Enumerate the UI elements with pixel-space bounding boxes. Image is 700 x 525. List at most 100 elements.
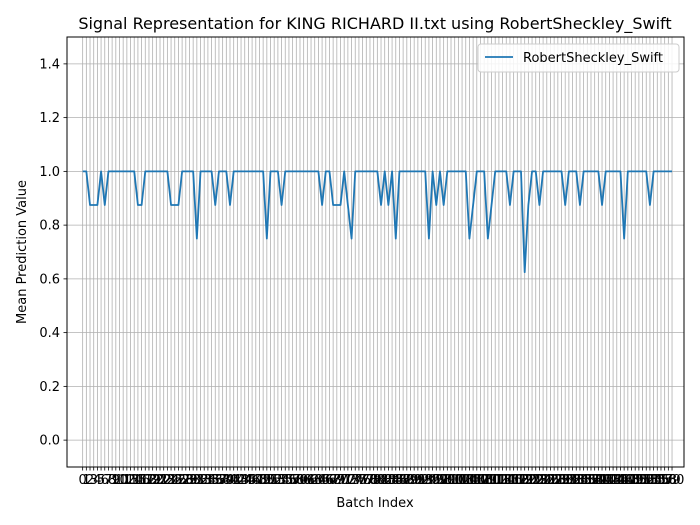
x-tick-label: 37 xyxy=(211,473,228,488)
y-tick-label: 0.0 xyxy=(39,434,60,449)
x-tick-label: 115 xyxy=(494,473,519,488)
x-tick-label: 84 xyxy=(384,473,401,488)
x-tick-label: 28 xyxy=(178,473,195,488)
x-tick-label: 124 xyxy=(527,473,552,488)
x-tick-label: 83 xyxy=(380,473,397,488)
x-tick-label: 155 xyxy=(641,473,666,488)
x-tick-label: 31 xyxy=(189,473,206,488)
y-tick-label: 1.0 xyxy=(39,165,60,180)
y-tick-label: 0.2 xyxy=(39,380,60,395)
x-tick-label: 8 xyxy=(108,473,116,488)
x-tick-label: 159 xyxy=(656,473,681,488)
x-tick-label: 54 xyxy=(273,473,290,488)
x-tick-label: 12 xyxy=(119,473,136,488)
x-tick-label: 62 xyxy=(303,473,320,488)
x-tick-label: 142 xyxy=(593,473,618,488)
x-tick-label: 3 xyxy=(90,473,98,488)
x-tick-label: 120 xyxy=(512,473,537,488)
x-tick-label: 6 xyxy=(101,473,109,488)
x-tick-label: 44 xyxy=(236,473,253,488)
x-tick-label: 41 xyxy=(225,473,242,488)
x-tick-label: 26 xyxy=(170,473,187,488)
x-tick-label: 126 xyxy=(534,473,559,488)
y-axis-label: Mean Prediction Value xyxy=(15,180,30,324)
x-tick-label: 46 xyxy=(244,473,261,488)
x-tick-label: 158 xyxy=(652,473,677,488)
x-tick-label: 70 xyxy=(332,473,349,488)
x-tick-label: 34 xyxy=(200,473,217,488)
x-tick-label: 135 xyxy=(568,473,593,488)
chart-title: Signal Representation for KING RICHARD I… xyxy=(78,14,671,34)
x-tick-label: 160 xyxy=(660,473,685,488)
x-tick-label: 43 xyxy=(233,473,250,488)
x-tick-label: 13 xyxy=(122,473,139,488)
x-tick-label: 148 xyxy=(615,473,640,488)
x-tick-label: 9 xyxy=(112,473,120,488)
x-tick-label: 108 xyxy=(468,473,493,488)
x-tick-label: 103 xyxy=(450,473,475,488)
x-tick-label: 129 xyxy=(545,473,570,488)
legend: RobertSheckley_Swift xyxy=(477,43,680,73)
x-tick-label: 94 xyxy=(421,473,438,488)
x-tick-label: 104 xyxy=(453,473,478,488)
x-tick-label: 38 xyxy=(214,473,231,488)
x-tick-label: 79 xyxy=(365,473,382,488)
x-tick-label: 19 xyxy=(144,473,161,488)
x-tick-label: 27 xyxy=(174,473,191,488)
x-tick-label: 77 xyxy=(358,473,375,488)
x-tick-label: 87 xyxy=(395,473,412,488)
x-tick-label: 147 xyxy=(612,473,637,488)
x-tick-label: 22 xyxy=(155,473,172,488)
x-tick-label: 75 xyxy=(351,473,368,488)
x-tick-label: 56 xyxy=(281,473,298,488)
x-tick-label: 7 xyxy=(104,473,112,488)
x-tick-label: 51 xyxy=(262,473,279,488)
x-tick-label: 127 xyxy=(538,473,563,488)
x-tick-label: 128 xyxy=(542,473,567,488)
x-tick-label: 150 xyxy=(623,473,648,488)
x-tick-label: 76 xyxy=(354,473,371,488)
x-tick-label: 85 xyxy=(387,473,404,488)
x-tick-label: 123 xyxy=(523,473,548,488)
x-tick-label: 157 xyxy=(649,473,674,488)
x-tick-label: 156 xyxy=(645,473,670,488)
y-tick-label: 1.4 xyxy=(39,57,60,72)
y-tick-label: 1.2 xyxy=(39,111,60,126)
series-layer xyxy=(82,170,673,274)
x-tick-label: 65 xyxy=(314,473,331,488)
x-tick-label: 24 xyxy=(163,473,180,488)
x-tick-label: 74 xyxy=(347,473,364,488)
x-tick-label: 16 xyxy=(133,473,150,488)
x-tick-label: 29 xyxy=(181,473,198,488)
x-tick-label: 92 xyxy=(413,473,430,488)
x-tick-label: 118 xyxy=(505,473,530,488)
x-tick-label: 66 xyxy=(317,473,334,488)
x-tick-label: 131 xyxy=(553,473,578,488)
x-tick-label: 138 xyxy=(579,473,604,488)
x-tick-label: 136 xyxy=(571,473,596,488)
x-tick-label: 113 xyxy=(486,473,511,488)
x-tick-label: 23 xyxy=(159,473,176,488)
x-tick-label: 60 xyxy=(295,473,312,488)
x-tick-label: 71 xyxy=(336,473,353,488)
y-tick-label: 0.4 xyxy=(39,326,60,341)
x-tick-label: 10 xyxy=(111,473,128,488)
x-tick-label: 86 xyxy=(391,473,408,488)
x-tick-label: 4 xyxy=(93,473,101,488)
x-axis-ticks: 0123456789101112131415161718192021222324… xyxy=(79,467,685,488)
x-tick-label: 1 xyxy=(82,473,90,488)
x-tick-label: 116 xyxy=(498,473,523,488)
x-tick-label: 110 xyxy=(475,473,500,488)
x-tick-label: 102 xyxy=(446,473,471,488)
x-tick-label: 58 xyxy=(288,473,305,488)
x-tick-label: 130 xyxy=(549,473,574,488)
x-tick-label: 121 xyxy=(516,473,541,488)
x-tick-label: 53 xyxy=(270,473,287,488)
x-tick-label: 78 xyxy=(362,473,379,488)
x-tick-label: 137 xyxy=(575,473,600,488)
x-tick-label: 11 xyxy=(115,473,132,488)
x-tick-label: 67 xyxy=(321,473,338,488)
x-tick-label: 151 xyxy=(626,473,651,488)
x-tick-label: 64 xyxy=(310,473,327,488)
